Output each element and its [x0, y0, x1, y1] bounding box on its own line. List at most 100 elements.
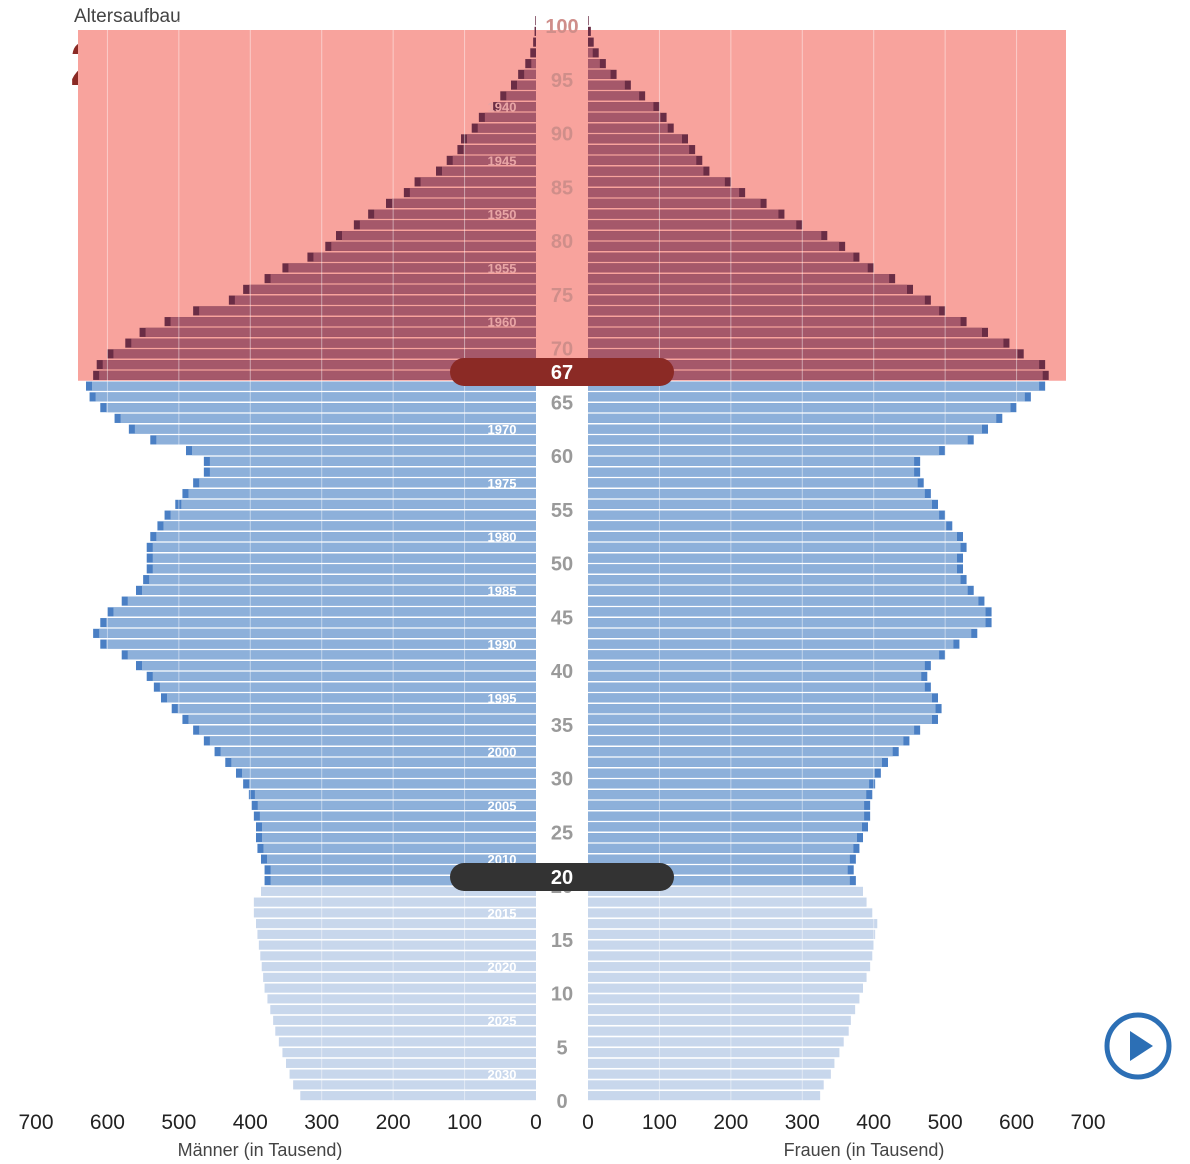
bar-women-fill-age-79 — [588, 241, 840, 251]
x-tick-women-300: 300 — [785, 1111, 820, 1134]
bar-women-age-17 — [588, 908, 873, 918]
age-tick-85: 85 — [551, 177, 573, 199]
bar-men-fill-age-63 — [120, 413, 536, 423]
play-button[interactable] — [1104, 1012, 1172, 1080]
bar-women-fill-age-85 — [588, 177, 725, 187]
bar-men-fill-age-84 — [409, 188, 536, 198]
bar-men-fill-age-59 — [209, 456, 536, 466]
age-tick-75: 75 — [551, 285, 573, 307]
bar-women-fill-age-69 — [588, 349, 1018, 359]
bar-women-fill-age-95 — [588, 69, 611, 79]
bar-men-fill-age-82 — [374, 209, 536, 219]
bar-women-fill-age-62 — [588, 424, 983, 434]
bar-women-fill-age-35 — [588, 714, 933, 724]
bar-men-fill-age-21 — [270, 865, 536, 875]
birth-year-1945: 1945 — [488, 153, 517, 168]
bar-women-fill-age-88 — [588, 145, 690, 155]
birth-year-1970: 1970 — [488, 422, 517, 437]
bar-men-fill-age-35 — [188, 714, 536, 724]
bar-men-age-0 — [300, 1091, 536, 1101]
bar-men-fill-age-53 — [163, 521, 536, 531]
x-tick-men-300: 300 — [304, 1111, 339, 1134]
bar-men-fill-age-30 — [241, 768, 536, 778]
bar-women-fill-age-51 — [588, 542, 961, 552]
bar-men-fill-age-85 — [420, 177, 536, 187]
bar-men-age-8 — [270, 1005, 536, 1015]
bar-men-fill-age-77 — [288, 263, 536, 273]
birth-year-1950: 1950 — [488, 207, 517, 222]
bar-men-age-17 — [253, 908, 536, 918]
bar-men-fill-age-51 — [152, 542, 536, 552]
age-tick-40: 40 — [551, 661, 573, 683]
x-tick-men-0: 0 — [530, 1111, 542, 1134]
bar-women-fill-age-26 — [588, 811, 865, 821]
bar-men-fill-age-95 — [524, 69, 536, 79]
bar-men-fill-age-67 — [99, 370, 536, 380]
bar-men-fill-age-39 — [152, 671, 536, 681]
bar-women-fill-age-40 — [588, 661, 925, 671]
x-tick-women-400: 400 — [856, 1111, 891, 1134]
bar-women-age-11 — [588, 972, 867, 982]
bar-men-fill-age-32 — [220, 747, 536, 757]
bar-men-age-3 — [285, 1058, 536, 1068]
bar-women-fill-age-36 — [588, 704, 936, 714]
age-tick-5: 5 — [556, 1037, 567, 1059]
bar-women-fill-age-43 — [588, 628, 972, 638]
bar-men-age-9 — [267, 994, 536, 1004]
bar-women-age-0 — [588, 1091, 821, 1101]
bar-women-fill-age-55 — [588, 499, 933, 509]
x-tick-men-200: 200 — [376, 1111, 411, 1134]
bar-women-fill-age-29 — [588, 779, 870, 789]
bar-men-age-1 — [293, 1080, 536, 1090]
bar-men-age-2 — [289, 1069, 536, 1079]
bar-women-age-16 — [588, 919, 878, 929]
age-tick-0: 0 — [556, 1091, 567, 1113]
bar-men-fill-age-86 — [441, 166, 536, 176]
bar-women-fill-age-72 — [588, 317, 961, 327]
bar-men-fill-age-47 — [141, 585, 536, 595]
x-tick-women-0: 0 — [582, 1111, 594, 1134]
age-tick-10: 10 — [551, 984, 573, 1006]
bar-men-fill-age-24 — [261, 833, 536, 843]
gridlines — [35, 20, 1089, 1101]
bar-women-fill-age-52 — [588, 532, 958, 542]
bar-women-fill-age-23 — [588, 843, 854, 853]
bar-men-age-14 — [258, 940, 536, 950]
bar-women-age-12 — [588, 962, 871, 972]
bar-men-fill-age-26 — [259, 811, 536, 821]
bar-women-age-6 — [588, 1026, 849, 1036]
bar-women-fill-age-63 — [588, 413, 997, 423]
bar-men-fill-age-27 — [257, 800, 536, 810]
birth-year-1985: 1985 — [488, 583, 517, 598]
bar-men-age-12 — [261, 962, 536, 972]
birth-year-1990: 1990 — [488, 637, 517, 652]
bar-men-fill-age-87 — [452, 155, 536, 165]
bar-men-fill-age-62 — [134, 424, 536, 434]
bar-men-fill-age-68 — [102, 360, 537, 370]
bar-men-fill-age-93 — [506, 91, 536, 101]
bar-men-fill-age-73 — [199, 306, 536, 316]
bar-men-age-4 — [282, 1048, 536, 1058]
x-tick-women-200: 200 — [713, 1111, 748, 1134]
birth-year-2020: 2020 — [488, 960, 517, 975]
bar-women-age-100 — [588, 16, 589, 26]
bar-women-fill-age-54 — [588, 510, 940, 520]
bar-women-age-8 — [588, 1005, 856, 1015]
age-tick-50: 50 — [551, 554, 573, 576]
bar-men-fill-age-44 — [106, 618, 537, 628]
bar-men-fill-age-58 — [209, 467, 536, 477]
bar-women-age-97 — [588, 48, 599, 58]
bar-men-fill-age-40 — [141, 661, 536, 671]
bar-men-fill-age-66 — [91, 381, 536, 391]
bar-women-fill-age-32 — [588, 747, 893, 757]
bar-men-fill-age-28 — [254, 790, 537, 800]
bar-women-fill-age-49 — [588, 564, 958, 574]
bar-women-fill-age-59 — [588, 456, 915, 466]
birth-year-2005: 2005 — [488, 798, 517, 813]
bar-women-fill-age-91 — [588, 112, 661, 122]
age-tick-95: 95 — [551, 70, 573, 92]
bar-women-age-99 — [588, 26, 591, 36]
age-tick-55: 55 — [551, 500, 573, 522]
bar-women-fill-age-89 — [588, 134, 683, 144]
bar-women-age-98 — [588, 37, 594, 47]
